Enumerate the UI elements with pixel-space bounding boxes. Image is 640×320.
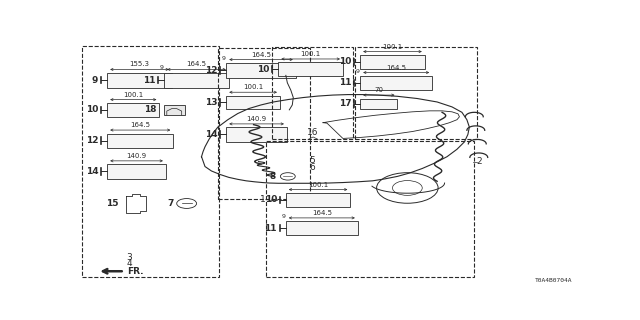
Bar <box>164 73 229 88</box>
Text: 164.5: 164.5 <box>187 61 207 68</box>
Text: 100.1: 100.1 <box>308 181 328 188</box>
Text: 100.1: 100.1 <box>382 44 403 50</box>
Bar <box>108 73 172 88</box>
Text: 8: 8 <box>269 172 276 181</box>
Bar <box>360 99 397 109</box>
Text: 164.5: 164.5 <box>131 122 150 128</box>
Bar <box>278 62 343 76</box>
Text: 140.9: 140.9 <box>246 116 267 122</box>
Text: 13: 13 <box>205 98 218 107</box>
Bar <box>360 55 425 68</box>
Text: 12: 12 <box>205 66 218 75</box>
Bar <box>108 133 173 148</box>
Text: 9: 9 <box>92 76 99 85</box>
Text: 2: 2 <box>477 157 483 166</box>
Text: 164.5: 164.5 <box>312 210 332 216</box>
Bar <box>227 96 280 109</box>
Text: 100.1: 100.1 <box>301 51 321 57</box>
Bar <box>273 47 353 140</box>
Bar <box>266 141 474 277</box>
Text: 14: 14 <box>205 130 218 139</box>
Text: 1: 1 <box>260 195 266 204</box>
Bar <box>227 127 287 142</box>
Text: 11: 11 <box>264 224 277 233</box>
Text: T0A4B0704A: T0A4B0704A <box>534 278 572 283</box>
Text: 15: 15 <box>106 199 118 208</box>
Bar <box>286 221 358 235</box>
Text: FR.: FR. <box>127 267 143 276</box>
Text: 17: 17 <box>339 99 351 108</box>
Text: 140.9: 140.9 <box>127 153 147 159</box>
Bar <box>227 63 296 78</box>
Text: 164.5: 164.5 <box>251 52 271 58</box>
Text: 7: 7 <box>168 199 174 208</box>
Text: 16: 16 <box>307 128 319 137</box>
Text: 155.3: 155.3 <box>129 61 150 68</box>
Text: 12: 12 <box>86 136 99 145</box>
Text: 6: 6 <box>310 163 316 172</box>
Text: 9: 9 <box>222 56 226 60</box>
Bar <box>286 193 350 207</box>
Text: 10: 10 <box>264 195 277 204</box>
Text: 10: 10 <box>339 57 351 66</box>
Bar <box>218 48 310 198</box>
Text: 4: 4 <box>127 259 132 268</box>
Text: 100.1: 100.1 <box>243 84 263 90</box>
Bar <box>83 46 219 277</box>
Text: 11: 11 <box>143 76 156 85</box>
Bar <box>108 164 166 179</box>
Bar <box>108 103 159 116</box>
Text: 10: 10 <box>86 105 99 114</box>
Text: 18: 18 <box>145 105 157 114</box>
Text: 10: 10 <box>257 65 269 74</box>
Bar <box>360 76 432 90</box>
Text: 3: 3 <box>127 253 132 262</box>
Text: 9: 9 <box>160 65 164 70</box>
Text: 11: 11 <box>339 78 351 87</box>
Bar <box>355 47 477 140</box>
Text: 9: 9 <box>282 214 285 219</box>
Text: 70: 70 <box>374 87 383 93</box>
Text: 164.5: 164.5 <box>386 65 406 70</box>
Text: 14: 14 <box>86 167 99 176</box>
Bar <box>164 105 185 115</box>
Text: 9: 9 <box>356 68 360 74</box>
Text: 5: 5 <box>310 156 316 165</box>
Text: 100.1: 100.1 <box>123 92 143 98</box>
